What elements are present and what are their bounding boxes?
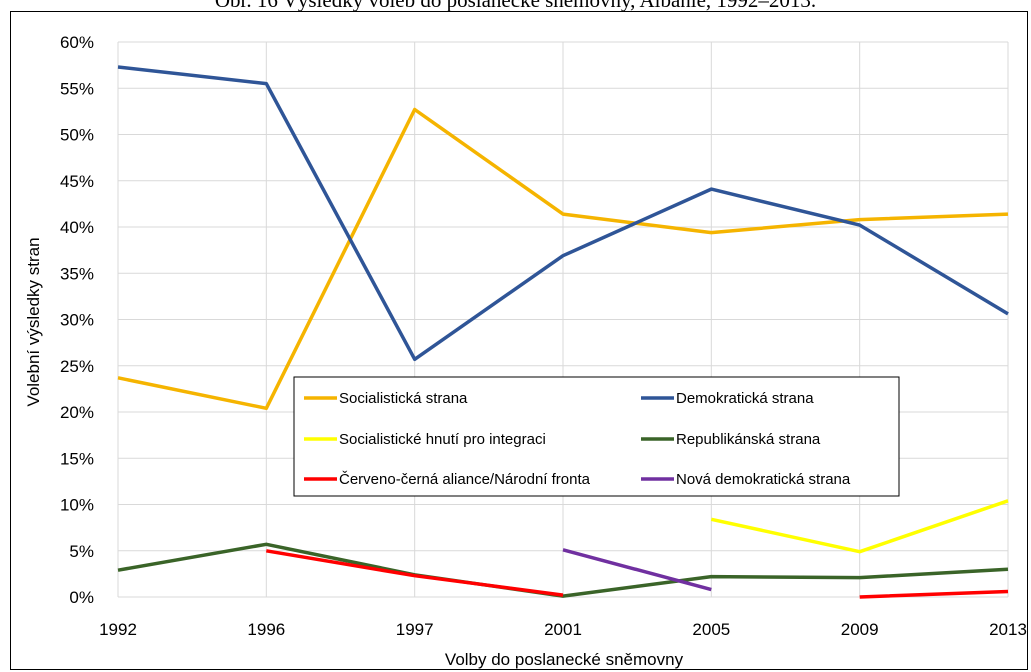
x-tick-label: 1996 <box>247 620 285 639</box>
y-tick-label: 0% <box>69 588 94 607</box>
y-tick-label: 25% <box>60 357 94 376</box>
series-path <box>562 548 712 592</box>
y-tick-label: 15% <box>60 449 94 468</box>
x-axis-title: Volby do poslanecké sněmovny <box>445 650 684 669</box>
chart-frame <box>10 11 1028 670</box>
legend-label: Republikánská strana <box>676 431 821 448</box>
series-line <box>562 548 712 592</box>
x-tick-label: 2001 <box>544 620 582 639</box>
y-tick-label: 60% <box>60 33 94 52</box>
y-tick-label: 40% <box>60 218 94 237</box>
series-line <box>266 549 1009 599</box>
series-path <box>710 499 1009 554</box>
x-tick-label: 2013 <box>989 620 1027 639</box>
x-tick-label: 2005 <box>692 620 730 639</box>
series-path <box>117 542 1009 598</box>
series-path <box>117 107 1009 411</box>
y-tick-label: 20% <box>60 403 94 422</box>
x-tick-label: 1997 <box>396 620 434 639</box>
legend-label: Nová demokratická strana <box>676 471 851 488</box>
legend-label: Demokratická strana <box>676 390 814 407</box>
legend-label: Červeno-černá aliance/Národní fronta <box>339 471 591 488</box>
x-axis-ticks: 1992 1996 1997 2001 2005 2009 2013 <box>99 620 1027 639</box>
series-lines <box>117 65 1009 599</box>
y-tick-label: 35% <box>60 264 94 283</box>
legend-box <box>293 376 900 497</box>
y-axis-ticks: 0% 5% 10% 15% 20% 25% 30% 35% 40% 45% 50% 55% 60% <box>60 33 94 607</box>
legend: Socialistická strana Demokratická strana S… <box>293 376 900 497</box>
x-tick-label: 2009 <box>841 620 879 639</box>
y-tick-label: 10% <box>60 496 94 515</box>
y-tick-label: 50% <box>60 126 94 145</box>
legend-label: Socialistické hnutí pro integraci <box>339 431 546 448</box>
series-line <box>710 499 1009 554</box>
y-tick-label: 30% <box>60 311 94 330</box>
legend-label: Socialistická strana <box>339 390 468 407</box>
y-axis-title: Volební výsledky stran <box>24 237 43 406</box>
y-tick-label: 45% <box>60 172 94 191</box>
series-path <box>117 65 1009 362</box>
figure-caption: Obr. 16 Výsledky voleb do poslanecké sně… <box>214 0 817 12</box>
y-tick-label: 55% <box>60 79 94 98</box>
y-tick-label: 5% <box>69 542 94 561</box>
gridlines <box>117 41 1009 598</box>
series-line <box>117 542 1009 598</box>
x-tick-label: 1992 <box>99 620 137 639</box>
series-path <box>266 549 1009 599</box>
series-line <box>117 107 1009 411</box>
series-line <box>117 65 1009 362</box>
